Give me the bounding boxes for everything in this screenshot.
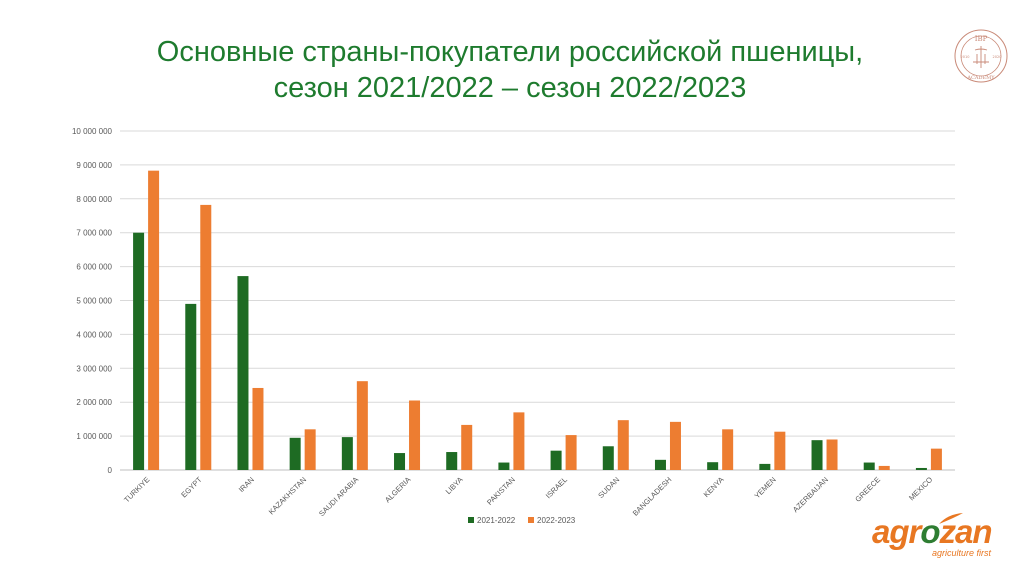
logo-tagline: agriculture first (932, 548, 992, 558)
bar-sudan-2022-2023 (617, 420, 629, 470)
agrozan-logo: agrozan agriculture first (872, 513, 1012, 564)
bar-greece-2021-2022 (863, 462, 875, 470)
bar-azerbaijan-2021-2022 (811, 440, 823, 470)
x-category-label: KAZAKHSTAN (267, 475, 308, 516)
x-category-label: SUDAN (596, 475, 621, 500)
legend-swatch (528, 517, 534, 523)
seal-right-text: 2020 (993, 55, 1002, 59)
wheat-leaf-icon (939, 513, 963, 524)
chart-legend: 2021-2022 2022-2023 (468, 516, 576, 525)
x-category-label: AZERBAIJAN (791, 475, 830, 514)
bar-libya-2022-2023 (461, 424, 473, 470)
y-tick-label: 6 000 000 (76, 263, 112, 272)
bar-saudi-arabia-2022-2023 (356, 381, 368, 470)
chart-title-line-2: сезон 2021/2022 – сезон 2022/2023 (273, 72, 747, 104)
seal-left-text: 2010 (961, 55, 970, 59)
y-tick-label: 5 000 000 (76, 297, 112, 306)
x-category-label: LIBYA (444, 475, 465, 496)
bar-yemen-2021-2022 (759, 463, 771, 470)
seal-bottom-text: ACADEMY (966, 75, 995, 81)
x-category-label: BANGLADESH (631, 475, 674, 518)
y-tick-label: 8 000 000 (76, 195, 112, 204)
bar-sudan-2021-2022 (602, 446, 614, 470)
legend-label: 2021-2022 (477, 516, 516, 525)
bar-turkiye-2022-2023 (148, 170, 160, 470)
y-tick-label: 10 000 000 (72, 127, 113, 136)
bar-libya-2021-2022 (446, 452, 458, 470)
x-category-label: MEXICO (907, 475, 934, 502)
bar-mexico-2022-2023 (930, 448, 942, 470)
bar-pakistan-2021-2022 (498, 462, 510, 470)
bar-kazakhstan-2022-2023 (304, 429, 316, 470)
logo-part-1: agr (872, 513, 921, 550)
x-category-label: YEMEN (753, 475, 778, 500)
ibp-academy-seal-icon: IBP ACADEMY 2010 2020 (954, 29, 1008, 83)
bar-egypt-2022-2023 (200, 204, 212, 471)
bar-kenya-2022-2023 (722, 429, 734, 470)
bar-bangladesh-2022-2023 (669, 421, 681, 470)
bar-algeria-2021-2022 (394, 453, 406, 470)
bar-yemen-2022-2023 (774, 431, 786, 470)
x-axis-category-labels: TURKIYE EGYPT IRAN KAZAKHSTAN SAUDI ARABIA AL… (122, 475, 934, 518)
seal-top-text: IBP (975, 35, 988, 43)
x-category-label: SAUDI ARABIA (317, 475, 360, 518)
logo-part-2: o (920, 513, 940, 550)
x-category-label: TURKIYE (122, 475, 151, 504)
y-tick-label: 0 (108, 466, 113, 475)
y-tick-label: 4 000 000 (76, 330, 112, 339)
legend-swatch (468, 517, 474, 523)
y-tick-label: 2 000 000 (76, 398, 112, 407)
bar-turkiye-2021-2022 (133, 232, 145, 470)
x-category-label: ISRAEL (544, 475, 569, 500)
y-tick-label: 3 000 000 (76, 364, 112, 373)
bar-azerbaijan-2022-2023 (826, 439, 838, 470)
bar-kazakhstan-2021-2022 (289, 437, 301, 470)
y-tick-label: 7 000 000 (76, 229, 112, 238)
legend-label: 2022-2023 (537, 516, 576, 525)
bar-greece-2022-2023 (878, 465, 890, 470)
chart-bars (133, 170, 942, 471)
y-axis-tick-labels: 0 1 000 000 2 000 000 3 000 000 4 000 000 5 0… (72, 127, 113, 475)
bar-saudi-arabia-2021-2022 (341, 437, 353, 470)
bar-egypt-2021-2022 (185, 303, 197, 470)
bar-iran-2022-2023 (252, 387, 264, 470)
x-category-label: PAKISTAN (485, 475, 517, 507)
bar-kenya-2021-2022 (707, 462, 719, 470)
chart-title-line-1: Основные страны-покупатели российской пш… (156, 36, 864, 68)
y-tick-label: 9 000 000 (76, 161, 112, 170)
bar-bangladesh-2021-2022 (654, 459, 666, 470)
agrozan-logo-wordmark: agrozan (872, 513, 993, 550)
x-category-label: GREECE (853, 475, 882, 504)
y-tick-label: 1 000 000 (76, 432, 112, 441)
bar-israel-2022-2023 (565, 435, 577, 470)
bar-iran-2021-2022 (237, 276, 249, 470)
x-category-label: EGYPT (179, 475, 204, 500)
bar-algeria-2022-2023 (409, 400, 421, 470)
bar-pakistan-2022-2023 (513, 412, 525, 470)
x-category-label: IRAN (237, 475, 256, 494)
x-category-label: ALGERIA (383, 475, 412, 504)
x-category-label: KENYA (702, 475, 726, 499)
chart-title: Основные страны-покупатели российской пш… (130, 34, 890, 106)
bar-israel-2021-2022 (550, 450, 562, 470)
bar-mexico-2021-2022 (915, 467, 927, 470)
